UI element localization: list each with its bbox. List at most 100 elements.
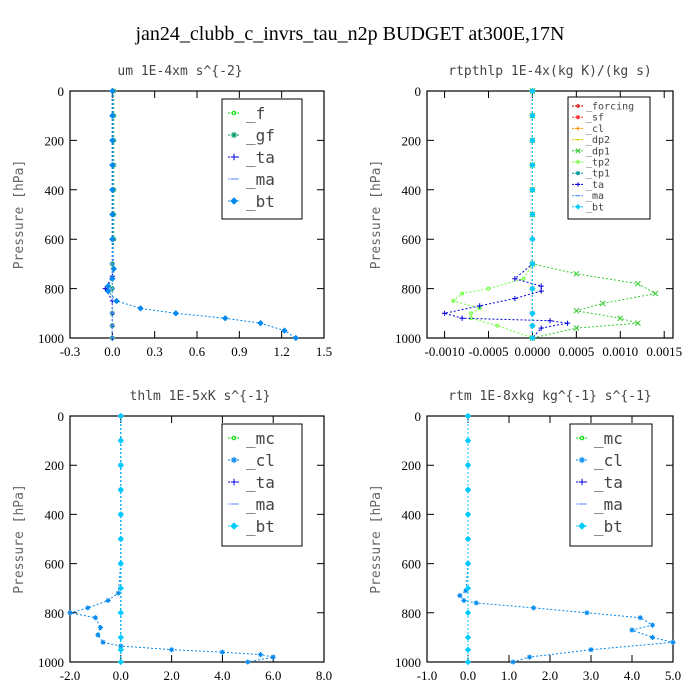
data-point — [634, 320, 641, 327]
data-point — [117, 511, 124, 518]
y-tick-label: 0 — [58, 84, 65, 99]
panel-2: rtpthlp 1E-4x(kg K)/(kg s) Pressure [hPa]… — [369, 64, 682, 359]
data-point — [512, 295, 518, 302]
x-tick-label: 0.0 — [460, 668, 476, 683]
legend-marker — [230, 153, 238, 161]
data-point — [464, 535, 472, 543]
data-point — [100, 639, 106, 645]
legend-entry: _bt — [246, 517, 275, 536]
data-point — [292, 334, 299, 342]
legend-marker — [579, 435, 585, 441]
y-tick-label: 400 — [45, 507, 65, 522]
legend-marker — [575, 171, 581, 176]
data-point — [109, 87, 116, 95]
data-point — [573, 270, 580, 277]
legend-entry: _ma — [586, 191, 604, 202]
data-point — [113, 297, 120, 305]
data-point — [109, 112, 116, 119]
data-point — [117, 634, 124, 641]
x-tick-label: 0.0005 — [558, 344, 594, 359]
data-point — [521, 276, 526, 281]
data-point — [461, 597, 467, 604]
data-point — [245, 659, 251, 665]
legend-entry: _cl — [594, 451, 623, 470]
legend-marker — [576, 160, 580, 164]
x-tick-label: -1.0 — [417, 668, 438, 683]
y-tick-label: 800 — [45, 606, 65, 621]
panel-title: um 1E-4xm s^{-2} — [117, 64, 242, 79]
y-tick-label: 0 — [58, 409, 65, 424]
y-axis-label: Pressure [hPa] — [369, 160, 384, 270]
legend-entry: _ma — [594, 495, 623, 514]
x-tick-label: 0.0000 — [515, 344, 551, 359]
y-tick-label: 0 — [415, 409, 422, 424]
data-point — [564, 320, 571, 326]
data-point — [529, 112, 536, 119]
data-point — [529, 137, 536, 144]
data-point — [464, 646, 472, 653]
legend-entry: _bt — [586, 202, 604, 213]
legend-marker — [231, 110, 237, 116]
x-tick-label: 0.0 — [113, 668, 129, 683]
legend-entry: _forcing — [586, 102, 634, 113]
figure-suptitle: jan24_clubb_c_invrs_tau_n2p BUDGET at300… — [134, 23, 564, 45]
data-point — [573, 325, 580, 332]
legend-entry: _mc — [594, 429, 623, 448]
y-tick-label: 1000 — [38, 655, 64, 670]
panel-4: rtm 1E-8xkg kg^{-1} s^{-1} Pressure [hPa]… — [369, 389, 681, 683]
data-point — [529, 236, 536, 243]
data-point — [270, 654, 276, 660]
series-line — [444, 91, 568, 339]
legend: _f _gf _ta _ma _bt — [221, 98, 303, 220]
legend-marker — [575, 182, 581, 187]
x-tick-label: 0.0 — [104, 344, 120, 359]
x-tick-label: 0.0015 — [646, 344, 682, 359]
y-tick-label: 200 — [45, 133, 65, 148]
y-tick-label: 600 — [402, 557, 422, 572]
legend-entry: _ma — [246, 495, 275, 514]
data-point — [257, 652, 264, 658]
legend: _mc _cl _ta _ma _bt — [221, 423, 303, 547]
data-point — [172, 310, 179, 317]
legend-marker — [575, 115, 581, 120]
series-bt — [104, 87, 299, 342]
data-point — [529, 285, 536, 292]
data-point — [464, 585, 472, 592]
plot-frame — [69, 415, 325, 663]
legend-marker — [575, 148, 581, 154]
data-point — [117, 560, 124, 567]
legend-entry: _ta — [594, 473, 623, 492]
data-point — [464, 412, 472, 420]
x-tick-label: 0.0010 — [602, 344, 638, 359]
data-point — [104, 287, 112, 295]
data-point — [529, 260, 536, 268]
legend-entry: _tp2 — [586, 158, 610, 169]
legend-marker — [230, 197, 238, 205]
y-axis-label: Pressure [hPa] — [12, 160, 27, 270]
x-tick-label: 4.0 — [214, 668, 230, 683]
legend-entry: _ta — [246, 148, 275, 167]
legend-entry: _tp1 — [586, 169, 610, 180]
data-point — [617, 315, 624, 322]
panel-title: rtpthlp 1E-4x(kg K)/(kg s) — [448, 64, 652, 79]
y-tick-label: 200 — [45, 458, 65, 473]
x-tick-label: -2.0 — [60, 668, 81, 683]
series-line — [452, 91, 533, 339]
data-point — [117, 535, 124, 543]
legend-entry: _bt — [246, 192, 275, 211]
data-point — [464, 560, 472, 567]
x-tick-label: 6.0 — [265, 668, 281, 683]
data-point — [486, 286, 491, 291]
data-point — [117, 646, 124, 653]
data-point — [85, 605, 91, 611]
data-point — [109, 186, 116, 193]
panel-title: thlm 1E-5xK s^{-1} — [130, 389, 271, 404]
legend-entry: _ma — [246, 170, 275, 189]
data-point — [599, 300, 606, 307]
y-tick-label: 200 — [402, 458, 422, 473]
series-bt — [529, 87, 536, 342]
data-point — [117, 658, 124, 666]
series-bt — [117, 412, 124, 666]
y-tick-label: 800 — [402, 282, 422, 297]
